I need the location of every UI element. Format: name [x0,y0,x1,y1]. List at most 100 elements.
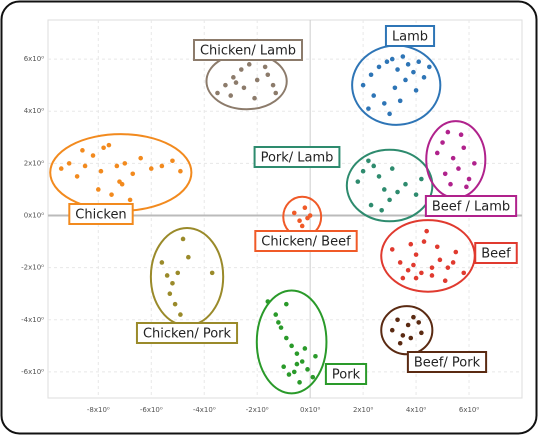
point [278,325,284,330]
point [434,150,440,156]
point [82,163,88,169]
point [384,59,390,65]
y-tick-label: 6x10⁰ [24,55,45,63]
cluster-label-box [68,203,134,225]
point [456,166,461,171]
point [170,280,175,286]
point [265,72,271,78]
point [96,187,101,192]
point [411,262,416,268]
cluster-label-box [254,230,358,252]
point [458,132,464,138]
point [284,335,289,341]
point [58,166,64,171]
point [101,145,106,151]
point [416,320,422,325]
point [297,380,302,385]
point [400,333,406,338]
cluster-label: Chicken/ Pork [143,327,232,342]
point [442,278,448,283]
point [413,252,419,257]
cluster-label: Beef/ Pork [414,356,481,371]
cluster-label-box [324,363,368,385]
point [223,82,228,88]
point [411,314,416,320]
point [413,192,419,197]
point [299,223,305,229]
point [453,249,459,255]
cluster-label: Beef / Lamb [432,200,510,215]
point [180,236,186,242]
point [368,202,374,208]
cluster-label-box [192,39,304,61]
point [294,361,300,367]
point [265,299,271,304]
point [109,192,114,197]
point [427,64,432,70]
point [66,161,72,166]
point [246,62,252,67]
point [442,171,448,177]
cluster-outline [345,148,434,223]
y-tick-label: -6x10⁰ [21,368,44,376]
point [138,155,143,161]
point [397,260,403,265]
point [445,129,451,135]
point [371,93,377,98]
point [376,174,382,179]
point [461,145,467,151]
point [90,153,96,158]
point [389,247,395,252]
point [114,163,120,169]
x-tick-label: 6x10⁰ [459,406,480,414]
point [395,67,400,72]
point [389,56,395,62]
point [389,166,395,171]
point [429,265,435,270]
x-tick-label: -4x10⁰ [193,406,216,414]
cluster-label: Beef [481,247,511,262]
point [411,69,416,75]
point [408,241,414,247]
point [392,85,398,91]
cluster-label: Chicken [75,208,126,223]
point [270,82,276,88]
point [389,327,395,333]
point [294,351,300,356]
point [397,340,403,346]
point [464,184,469,190]
point [368,72,374,78]
point [424,228,429,234]
point [360,168,366,174]
x-tick-label: -2x10⁰ [246,406,269,414]
point [262,64,268,70]
point [429,273,435,278]
point [273,90,279,96]
point [413,88,419,93]
cluster-label-box [474,242,518,264]
point [167,291,173,297]
point [395,189,400,195]
cluster-label-box [424,195,518,217]
point [437,257,443,263]
y-tick-label: 4x10⁰ [24,107,45,115]
point [106,142,112,148]
cluster-label: Chicken/ Beef [261,235,351,250]
cluster-outline [255,289,328,395]
point [231,75,236,80]
point [297,218,302,224]
point [130,171,136,177]
x-tick-label: 0x10⁰ [300,406,321,414]
point [445,265,451,270]
point [209,270,215,276]
y-tick-label: -2x10⁰ [21,264,44,272]
point [313,353,318,359]
point [178,312,183,317]
point [450,155,456,161]
cluster-label: Pork/ Lamb [261,151,334,166]
cluster-label-box [406,351,488,373]
point [397,98,403,104]
point [299,359,305,364]
point [419,330,424,336]
